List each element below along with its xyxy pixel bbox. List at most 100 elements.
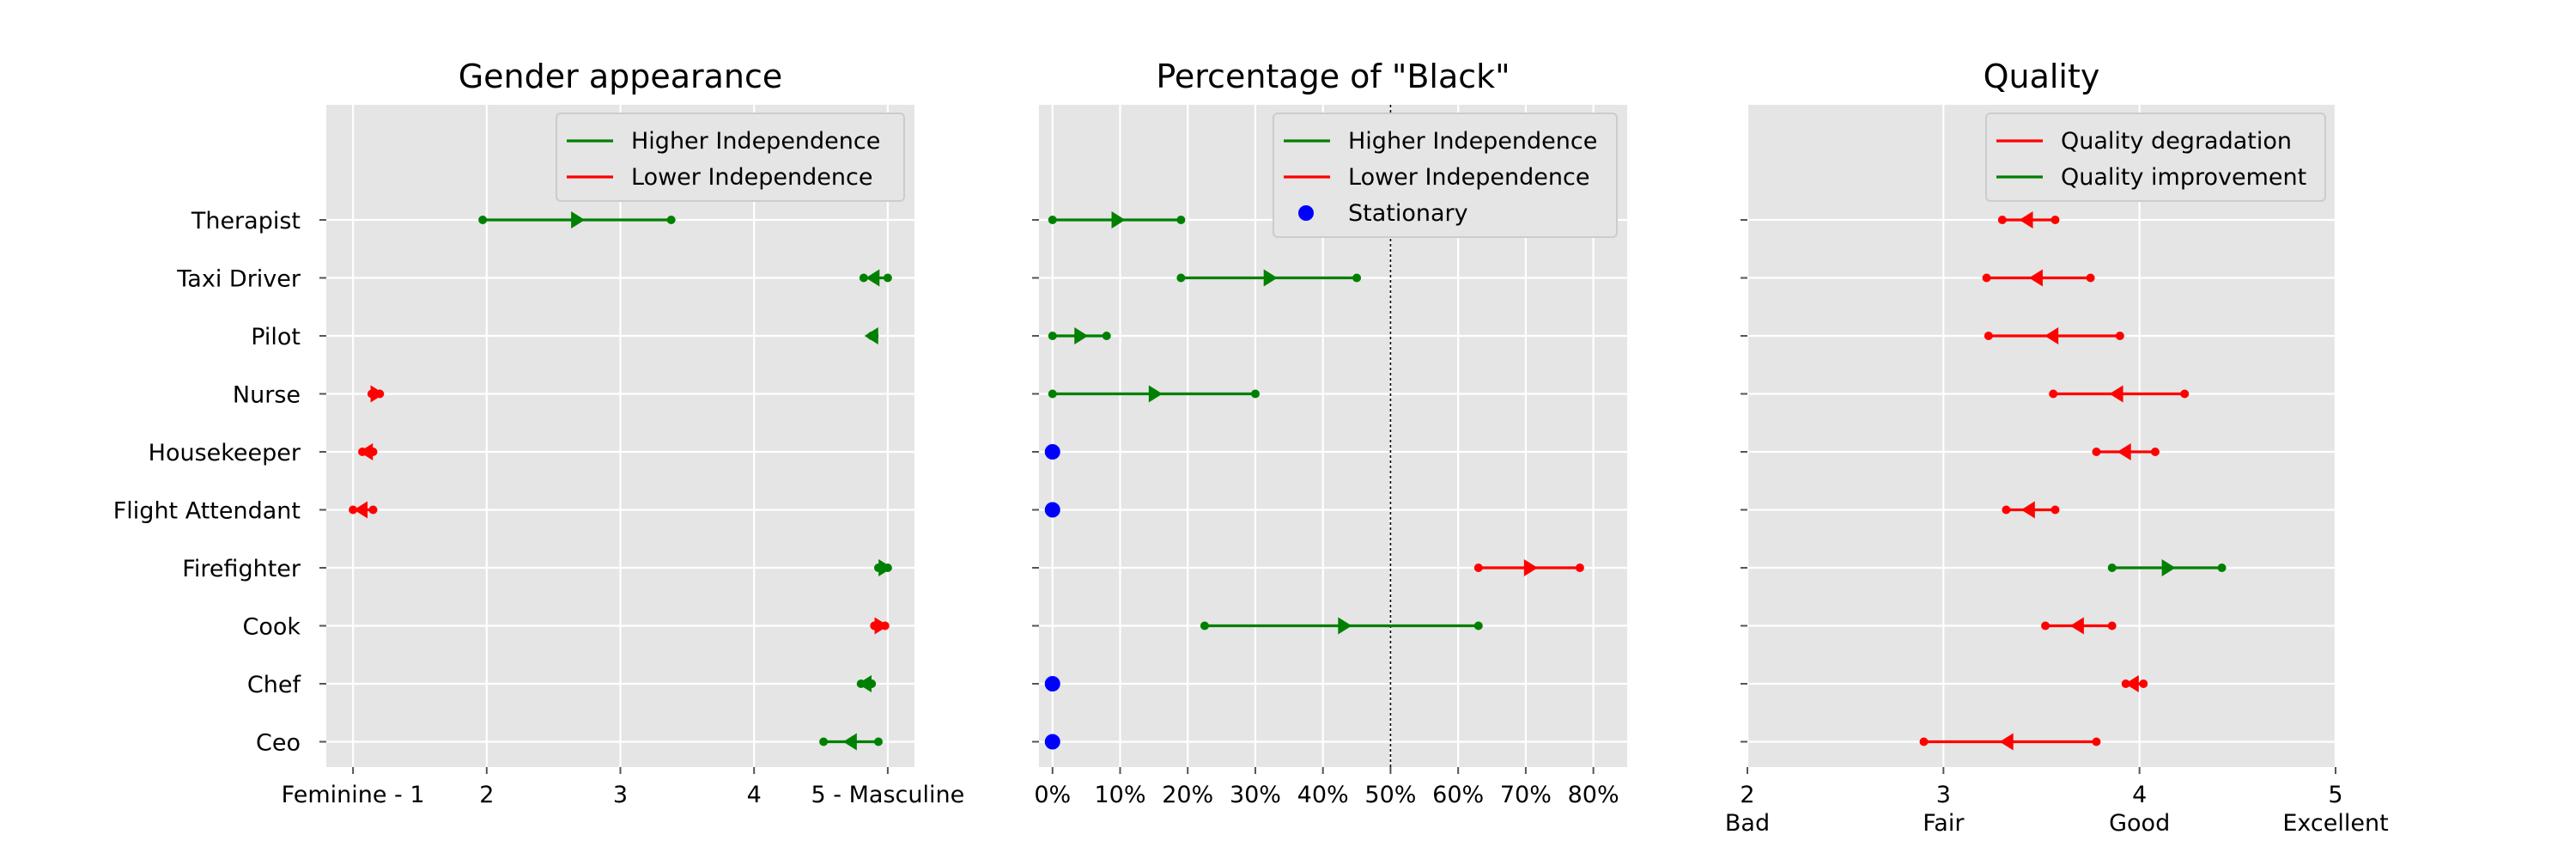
range-endpoint <box>2139 679 2148 688</box>
x-tick-label: 20% <box>1162 782 1213 808</box>
range-endpoint <box>1982 273 1991 283</box>
x-tick-label: 10% <box>1094 782 1145 808</box>
y-tick-label: Chef <box>247 672 302 698</box>
range-endpoint <box>2107 621 2117 631</box>
direction-arrow <box>2028 269 2043 287</box>
x-tick-label: Fair <box>1923 810 1965 837</box>
legend: Higher Independence Lower Independence <box>556 113 905 202</box>
range-endpoint <box>1048 389 1057 399</box>
chart-title: Quality <box>1984 58 2100 95</box>
direction-arrow <box>864 327 878 344</box>
y-tick-label: Nurse <box>233 382 301 409</box>
x-tick-label: 5 <box>2328 782 2342 808</box>
legend-box <box>1273 113 1618 238</box>
range-endpoint <box>2092 737 2101 746</box>
range-endpoint <box>2086 273 2095 283</box>
range-endpoint <box>883 273 892 283</box>
x-tick-label: 5 - Masculine <box>811 782 965 808</box>
direction-arrow <box>1523 559 1538 576</box>
y-tick-label: Housekeeper <box>149 440 301 466</box>
y-tick-label: Ceo <box>256 730 301 757</box>
y-tick-label: Cook <box>242 614 301 641</box>
range-endpoint <box>2050 505 2060 515</box>
direction-arrow <box>2124 675 2139 692</box>
direction-arrow <box>842 733 857 751</box>
legend-label: Quality improvement <box>2061 164 2306 191</box>
x-tick-label: 0% <box>1034 782 1071 808</box>
range-endpoint <box>1200 621 1209 631</box>
stationary-point <box>1044 676 1060 691</box>
range-endpoint <box>349 505 358 515</box>
direction-arrow <box>1999 733 2014 751</box>
range-endpoint <box>2041 621 2050 631</box>
y-tick-label: Taxi Driver <box>176 266 301 293</box>
direction-arrow <box>2109 385 2123 403</box>
range-endpoint <box>1352 273 1362 283</box>
range-endpoint <box>2049 389 2058 399</box>
range-endpoint <box>1919 737 1929 746</box>
x-tick-label: 70% <box>1500 782 1552 808</box>
legend-label: Stationary <box>1348 200 1468 227</box>
chart-panel-1: Gender appearance Therapist Taxi Driver Pil… <box>113 58 964 808</box>
range-endpoint <box>859 273 868 283</box>
direction-arrow <box>2161 559 2176 576</box>
x-tick-label: Good <box>2109 810 2170 837</box>
range-endpoint <box>1048 332 1057 340</box>
direction-arrow <box>354 501 368 519</box>
x-tick-label: 40% <box>1297 782 1349 808</box>
range-endpoint <box>2002 505 2011 515</box>
range-endpoint <box>2107 564 2117 572</box>
direction-arrow <box>874 617 889 635</box>
range-endpoint <box>2050 216 2060 224</box>
legend: Quality degradation Quality improvement <box>1985 113 2326 202</box>
x-tick-label: 3 <box>613 782 628 808</box>
range-endpoint <box>666 216 676 224</box>
legend-label: Lower Independence <box>631 164 872 191</box>
range-endpoint <box>1102 332 1111 340</box>
x-tick-label: 4 <box>747 782 762 808</box>
x-tick-label: 60% <box>1432 782 1484 808</box>
stationary-point <box>1044 734 1060 750</box>
legend: Higher Independence Lower Independence Sta… <box>1273 113 1618 238</box>
stationary-point <box>1044 502 1060 518</box>
direction-arrow <box>2069 617 2084 635</box>
chart-title: Percentage of "Black" <box>1156 58 1510 95</box>
range-endpoint <box>1997 216 2007 224</box>
x-tick-label: Bad <box>1725 810 1770 837</box>
range-endpoint <box>1473 621 1483 631</box>
direction-arrow <box>1263 269 1278 287</box>
y-tick-label: Pilot <box>251 324 301 350</box>
direction-arrow <box>571 211 586 228</box>
x-tick-label: 50% <box>1364 782 1416 808</box>
direction-arrow <box>1148 385 1163 403</box>
x-tick-label: Excellent <box>2282 810 2388 837</box>
direction-arrow <box>2019 211 2033 228</box>
plot-area <box>1747 105 2336 767</box>
range-endpoint <box>2115 332 2124 340</box>
chart-panel-2: Percentage of "Black" 0% 10% 20% 30% 40% 50% 60… <box>1032 58 1627 808</box>
x-tick-label: 2 <box>1740 782 1754 808</box>
direction-arrow <box>2020 501 2035 519</box>
x-tick-label: Feminine - 1 <box>282 782 425 808</box>
direction-arrow <box>857 675 872 692</box>
direction-arrow <box>1074 327 1089 344</box>
legend-label: Lower Independence <box>1348 164 1589 191</box>
range-endpoint <box>2150 448 2160 456</box>
direction-arrow <box>2044 327 2059 344</box>
direction-arrow <box>1338 617 1352 635</box>
legend-box <box>1985 113 2326 202</box>
range-endpoint <box>1473 564 1483 572</box>
x-tick-label: 2 <box>479 782 494 808</box>
direction-arrow <box>370 385 385 403</box>
y-tick-label: Therapist <box>191 208 301 235</box>
range-endpoint <box>2180 389 2190 399</box>
x-tick-label: 3 <box>1936 782 1951 808</box>
stationary-point <box>1044 444 1060 460</box>
y-tick-label: Firefighter <box>182 556 301 582</box>
range-endpoint <box>2092 448 2101 456</box>
range-endpoint <box>819 737 829 746</box>
direction-arrow <box>866 269 880 287</box>
legend-label: Quality degradation <box>2061 128 2292 155</box>
